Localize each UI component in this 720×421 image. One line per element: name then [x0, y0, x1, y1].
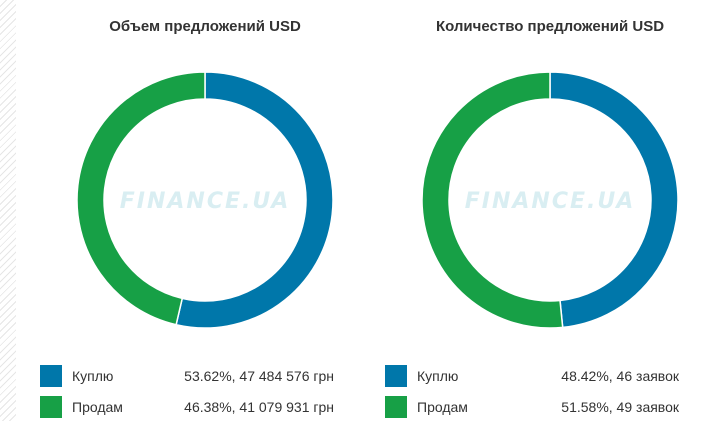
legend-label: Куплю — [417, 368, 459, 384]
legend-item-sell[interactable]: Продам 46.38%, 41 079 931 грн — [40, 396, 370, 420]
legend-swatch-buy — [40, 365, 62, 387]
donut-slice-sell[interactable] — [76, 71, 206, 326]
legend-swatch-buy — [385, 365, 407, 387]
donut-slice-buy[interactable] — [549, 71, 679, 329]
legend-swatch-sell — [385, 396, 407, 418]
decorative-stripe — [0, 0, 16, 421]
chart-title: Количество предложений USD — [435, 18, 665, 35]
volume-donut-chart: FINANCE.UA — [76, 71, 334, 329]
legend-value: 53.62%, 47 484 576 грн — [184, 368, 334, 384]
legend-item-buy[interactable]: Куплю 48.42%, 46 заявок — [385, 365, 715, 389]
donut-slice-sell[interactable] — [421, 71, 564, 329]
chart-title: Объем предложений USD — [109, 18, 301, 35]
legend-label: Продам — [72, 399, 123, 415]
legend-value: 51.58%, 49 заявок — [561, 399, 679, 415]
legend-value: 48.42%, 46 заявок — [561, 368, 679, 384]
count-donut-chart: FINANCE.UA — [421, 71, 679, 329]
volume-chart-panel: Объем предложений USD FINANCE.UA Куплю 5… — [40, 0, 370, 421]
legend-item-sell[interactable]: Продам 51.58%, 49 заявок — [385, 396, 715, 420]
legend-label: Куплю — [72, 368, 114, 384]
donut-slice-buy[interactable] — [175, 71, 334, 329]
legend-item-buy[interactable]: Куплю 53.62%, 47 484 576 грн — [40, 365, 370, 389]
watermark-text: FINANCE.UA — [120, 189, 291, 214]
legend-swatch-sell — [40, 396, 62, 418]
legend-label: Продам — [417, 399, 468, 415]
count-chart-panel: Количество предложений USD FINANCE.UA Ку… — [385, 0, 715, 421]
watermark-text: FINANCE.UA — [465, 189, 636, 214]
legend-value: 46.38%, 41 079 931 грн — [184, 399, 334, 415]
